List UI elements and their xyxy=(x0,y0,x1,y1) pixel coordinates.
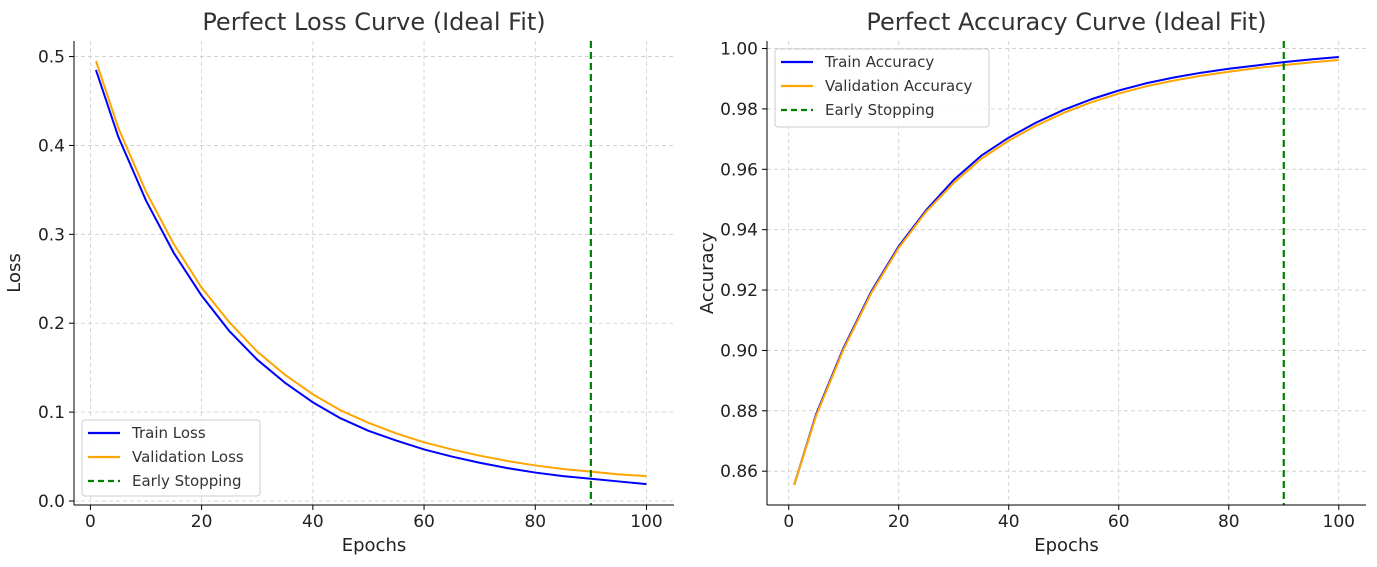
accuracy-x-tick-label-2: 40 xyxy=(998,512,1020,532)
loss-legend-frame xyxy=(81,419,261,497)
loss-x-tick-label-4: 80 xyxy=(524,512,546,532)
accuracy-legend-label-2: Early Stopping xyxy=(825,101,934,119)
accuracy-x-tick-label-1: 20 xyxy=(888,512,910,532)
loss-axes xyxy=(73,41,674,506)
loss-legend-label-0: Train Loss xyxy=(131,424,206,442)
loss-ticks: 0 20 40 60 80 100 0.0 0.1 0.2 0.3 0.4 0.5 xyxy=(38,48,663,532)
accuracy-y-tick-label-3: 0.92 xyxy=(720,281,758,301)
accuracy-legend-frame xyxy=(774,48,990,128)
accuracy-y-axis-label: Accuracy xyxy=(697,232,718,315)
accuracy-y-tick-label-0: 0.86 xyxy=(720,462,758,482)
loss-series-line-1 xyxy=(95,60,647,478)
accuracy-y-tick-label-4: 0.94 xyxy=(720,221,758,241)
loss-legend-label-1: Validation Loss xyxy=(132,448,244,466)
accuracy-legend: Train Accuracy Validation Accuracy Early S… xyxy=(774,48,990,128)
loss-series xyxy=(95,60,647,486)
loss-legend: Train Loss Validation Loss Early Stopping xyxy=(81,419,261,497)
accuracy-x-axis-label: Epochs xyxy=(1034,535,1099,556)
loss-y-tick-label-4: 0.4 xyxy=(38,136,65,156)
accuracy-y-tick-label-1: 0.88 xyxy=(720,402,758,422)
loss-y-tick-label-2: 0.2 xyxy=(38,314,65,334)
accuracy-y-tick-label-6: 0.98 xyxy=(720,100,758,120)
accuracy-y-tick-label-7: 1.00 xyxy=(720,40,758,60)
accuracy-series xyxy=(793,56,1339,486)
accuracy-x-tick-label-0: 0 xyxy=(783,512,794,532)
accuracy-chart: 0 20 40 60 80 100 0.86 0.88 0.90 0.92 0.94 0.96 0.98… xyxy=(697,8,1366,556)
loss-y-axis-label: Loss xyxy=(4,253,25,292)
accuracy-x-tick-label-4: 80 xyxy=(1218,512,1240,532)
accuracy-chart-title: Perfect Accuracy Curve (Ideal Fit) xyxy=(866,8,1266,36)
accuracy-legend-label-0: Train Accuracy xyxy=(824,53,934,71)
loss-x-tick-label-2: 40 xyxy=(302,512,324,532)
accuracy-y-tick-label-5: 0.96 xyxy=(720,160,758,180)
loss-legend-label-2: Early Stopping xyxy=(132,472,241,490)
loss-x-axis-label: Epochs xyxy=(342,535,407,556)
accuracy-axes xyxy=(766,41,1366,506)
loss-x-tick-label-5: 100 xyxy=(630,512,662,532)
accuracy-y-tick-label-2: 0.90 xyxy=(720,341,758,361)
accuracy-ticks: 0 20 40 60 80 100 0.86 0.88 0.90 0.92 0.94 0.96 0.98… xyxy=(720,40,1355,532)
loss-chart: 0 20 40 60 80 100 0.0 0.1 0.2 0.3 0.4 0.5 Perfect L… xyxy=(4,8,674,556)
accuracy-grid xyxy=(767,41,1366,505)
loss-series-line-0 xyxy=(95,69,647,486)
loss-x-tick-label-0: 0 xyxy=(85,512,96,532)
loss-chart-title: Perfect Loss Curve (Ideal Fit) xyxy=(202,8,545,36)
loss-y-tick-label-5: 0.5 xyxy=(38,48,65,68)
loss-y-tick-label-1: 0.1 xyxy=(38,403,65,423)
loss-x-tick-label-3: 60 xyxy=(413,512,435,532)
loss-grid xyxy=(74,41,674,505)
accuracy-x-tick-label-3: 60 xyxy=(1108,512,1130,532)
loss-y-tick-label-3: 0.3 xyxy=(38,225,65,245)
accuracy-x-tick-label-5: 100 xyxy=(1323,512,1355,532)
loss-y-tick-label-0: 0.0 xyxy=(38,492,65,512)
accuracy-series-line-1 xyxy=(793,59,1339,486)
accuracy-legend-label-1: Validation Accuracy xyxy=(825,77,972,95)
loss-x-tick-label-1: 20 xyxy=(191,512,213,532)
